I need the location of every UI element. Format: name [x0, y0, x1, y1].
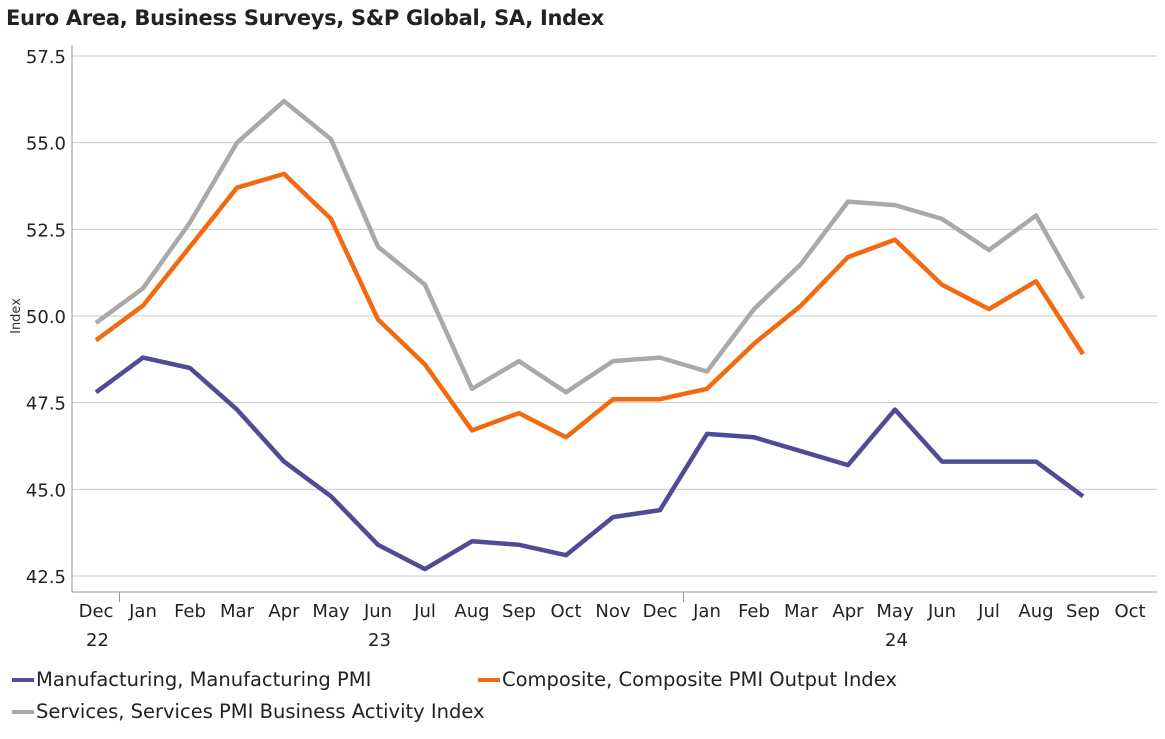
chart-title: Euro Area, Business Surveys, S&P Global,… — [6, 6, 605, 30]
legend-item-services[interactable]: Services, Services PMI Business Activity… — [12, 700, 485, 723]
gridlines — [72, 55, 1157, 577]
x-tick-label: Dec — [643, 601, 678, 622]
x-tick-label: Aug — [1018, 601, 1053, 622]
y-tick-label: 42.5 — [26, 567, 66, 588]
legend-swatch-composite — [478, 677, 500, 682]
y-axis: 42.5 45.0 47.5 50.0 52.5 55.0 57.5 — [26, 45, 73, 592]
y-tick-label: 47.5 — [26, 394, 66, 415]
x-tick-label: Feb — [738, 601, 770, 622]
x-tick-label: Jul — [413, 601, 436, 622]
y-tick-label: 57.5 — [26, 47, 66, 68]
x-tick-label: Jan — [692, 601, 721, 622]
x-tick-label: Oct — [550, 601, 581, 622]
x-year-label: 22 — [86, 630, 109, 651]
y-axis-label: Index — [9, 298, 24, 334]
legend-item-manufacturing[interactable]: Manufacturing, Manufacturing PMI — [12, 668, 371, 691]
y-tick-label: 52.5 — [26, 220, 66, 241]
legend-label-services: Services, Services PMI Business Activity… — [36, 700, 485, 723]
y-tick-label: 55.0 — [26, 134, 66, 155]
x-tick-label: Aug — [454, 601, 489, 622]
x-tick-label: Jun — [363, 601, 392, 622]
x-tick-label: Sep — [502, 601, 536, 622]
x-tick-label: Mar — [220, 601, 255, 622]
x-tick-label: Oct — [1114, 601, 1145, 622]
x-tick-label: May — [312, 601, 350, 622]
x-tick-label: Mar — [784, 601, 819, 622]
x-tick-label: Sep — [1066, 601, 1100, 622]
y-tick-label: 45.0 — [26, 480, 66, 501]
series-line-composite — [94, 171, 1085, 440]
x-year-label: 24 — [885, 630, 908, 651]
legend-swatch-manufacturing — [12, 677, 34, 682]
legend-label-manufacturing: Manufacturing, Manufacturing PMI — [36, 668, 372, 691]
x-tick-label: May — [876, 601, 914, 622]
line-chart: 42.5 45.0 47.5 50.0 52.5 55.0 57.5 Index Dec Ja… — [9, 45, 1157, 651]
x-tick-label: Nov — [595, 601, 630, 622]
x-tick-label: Jun — [927, 601, 956, 622]
series-lines — [94, 98, 1085, 572]
legend-label-composite: Composite, Composite PMI Output Index — [502, 668, 897, 691]
y-tick-label: 50.0 — [26, 307, 66, 328]
x-year-label: 23 — [368, 630, 391, 651]
x-tick-label: Feb — [174, 601, 206, 622]
x-tick-label: Apr — [832, 601, 864, 622]
x-tick-label: Dec — [79, 601, 114, 622]
legend-item-composite[interactable]: Composite, Composite PMI Output Index — [478, 668, 897, 691]
series-line-services — [94, 98, 1085, 395]
x-axis: Dec Jan Feb Mar Apr May Jun Jul Aug Sep Oct Nov Dec J… — [72, 591, 1157, 651]
series-line-manufacturing — [94, 355, 1085, 572]
x-tick-label: Jan — [128, 601, 157, 622]
x-tick-label: Apr — [268, 601, 300, 622]
legend-swatch-services — [12, 709, 34, 714]
x-tick-label: Jul — [977, 601, 1000, 622]
